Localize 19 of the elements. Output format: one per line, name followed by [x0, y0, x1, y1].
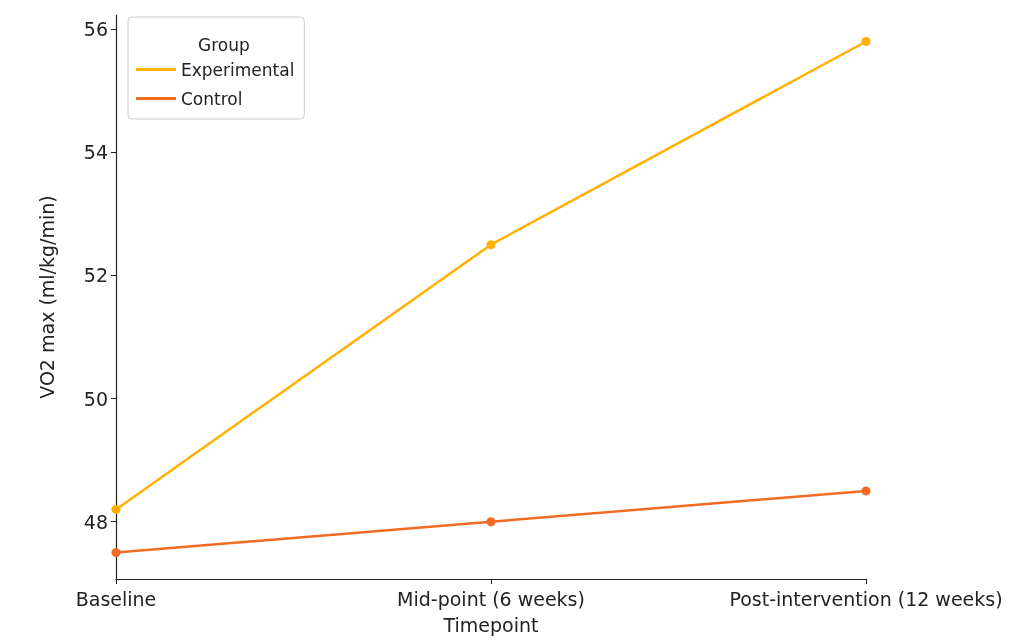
point [111, 504, 121, 514]
legend-label: Control [181, 88, 243, 109]
y-tick-label: 48 [83, 510, 108, 533]
point [111, 548, 121, 558]
point [861, 486, 871, 496]
y-tick-label: 56 [83, 18, 108, 41]
legend-title: Group [198, 34, 250, 55]
x-tick-label: Post-intervention (12 weeks) [729, 587, 1003, 610]
y-tick-label: 54 [83, 141, 108, 164]
point [486, 240, 496, 250]
x-tick-label: Baseline [75, 587, 157, 610]
point [861, 36, 871, 46]
point [486, 517, 496, 527]
x-tick-label: Mid-point (6 weeks) [397, 587, 585, 610]
legend-label: Experimental [181, 59, 295, 80]
y-tick-label: 50 [83, 387, 108, 410]
y-tick-label: 52 [83, 264, 108, 287]
y-axis-title: VO2 max (ml/kg/min) [35, 195, 58, 399]
x-axis-title: Timepoint [442, 613, 539, 636]
